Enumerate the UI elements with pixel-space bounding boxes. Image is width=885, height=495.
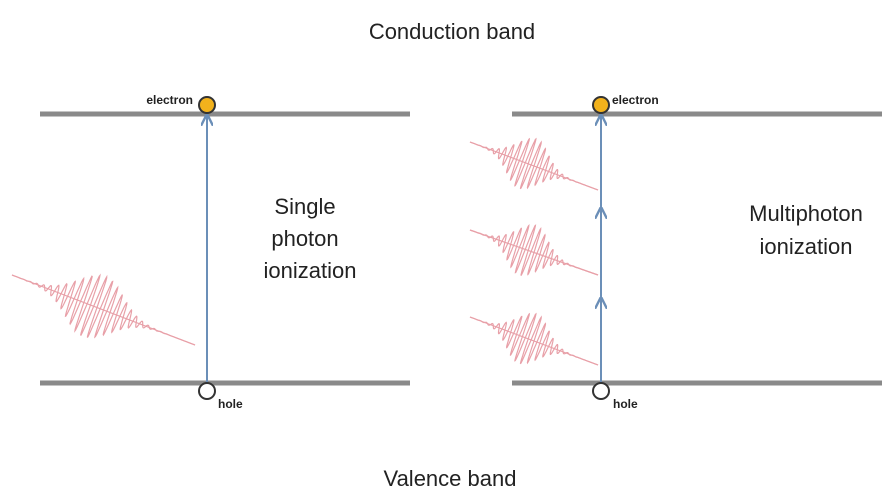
pulse-wave <box>11 273 196 346</box>
hole-label: hole <box>218 397 243 411</box>
electron-dot <box>592 96 610 114</box>
pulse-wave <box>469 223 599 276</box>
hole-dot <box>592 382 610 400</box>
electron-dot <box>198 96 216 114</box>
pulse-wave <box>469 137 599 191</box>
pulses <box>11 137 599 366</box>
caption-line: Multiphoton <box>749 201 863 226</box>
electron-label: electron <box>146 93 193 107</box>
top-title: Conduction band <box>369 19 535 44</box>
caption-line: ionization <box>264 258 357 283</box>
bottom-title: Valence band <box>384 466 517 491</box>
electron-label: electron <box>612 93 659 107</box>
caption-line: photon <box>271 226 338 251</box>
caption-line: ionization <box>760 234 853 259</box>
caption-line: Single <box>274 194 335 219</box>
pulse-wave <box>469 312 599 366</box>
hole-dot <box>198 382 216 400</box>
hole-label: hole <box>613 397 638 411</box>
